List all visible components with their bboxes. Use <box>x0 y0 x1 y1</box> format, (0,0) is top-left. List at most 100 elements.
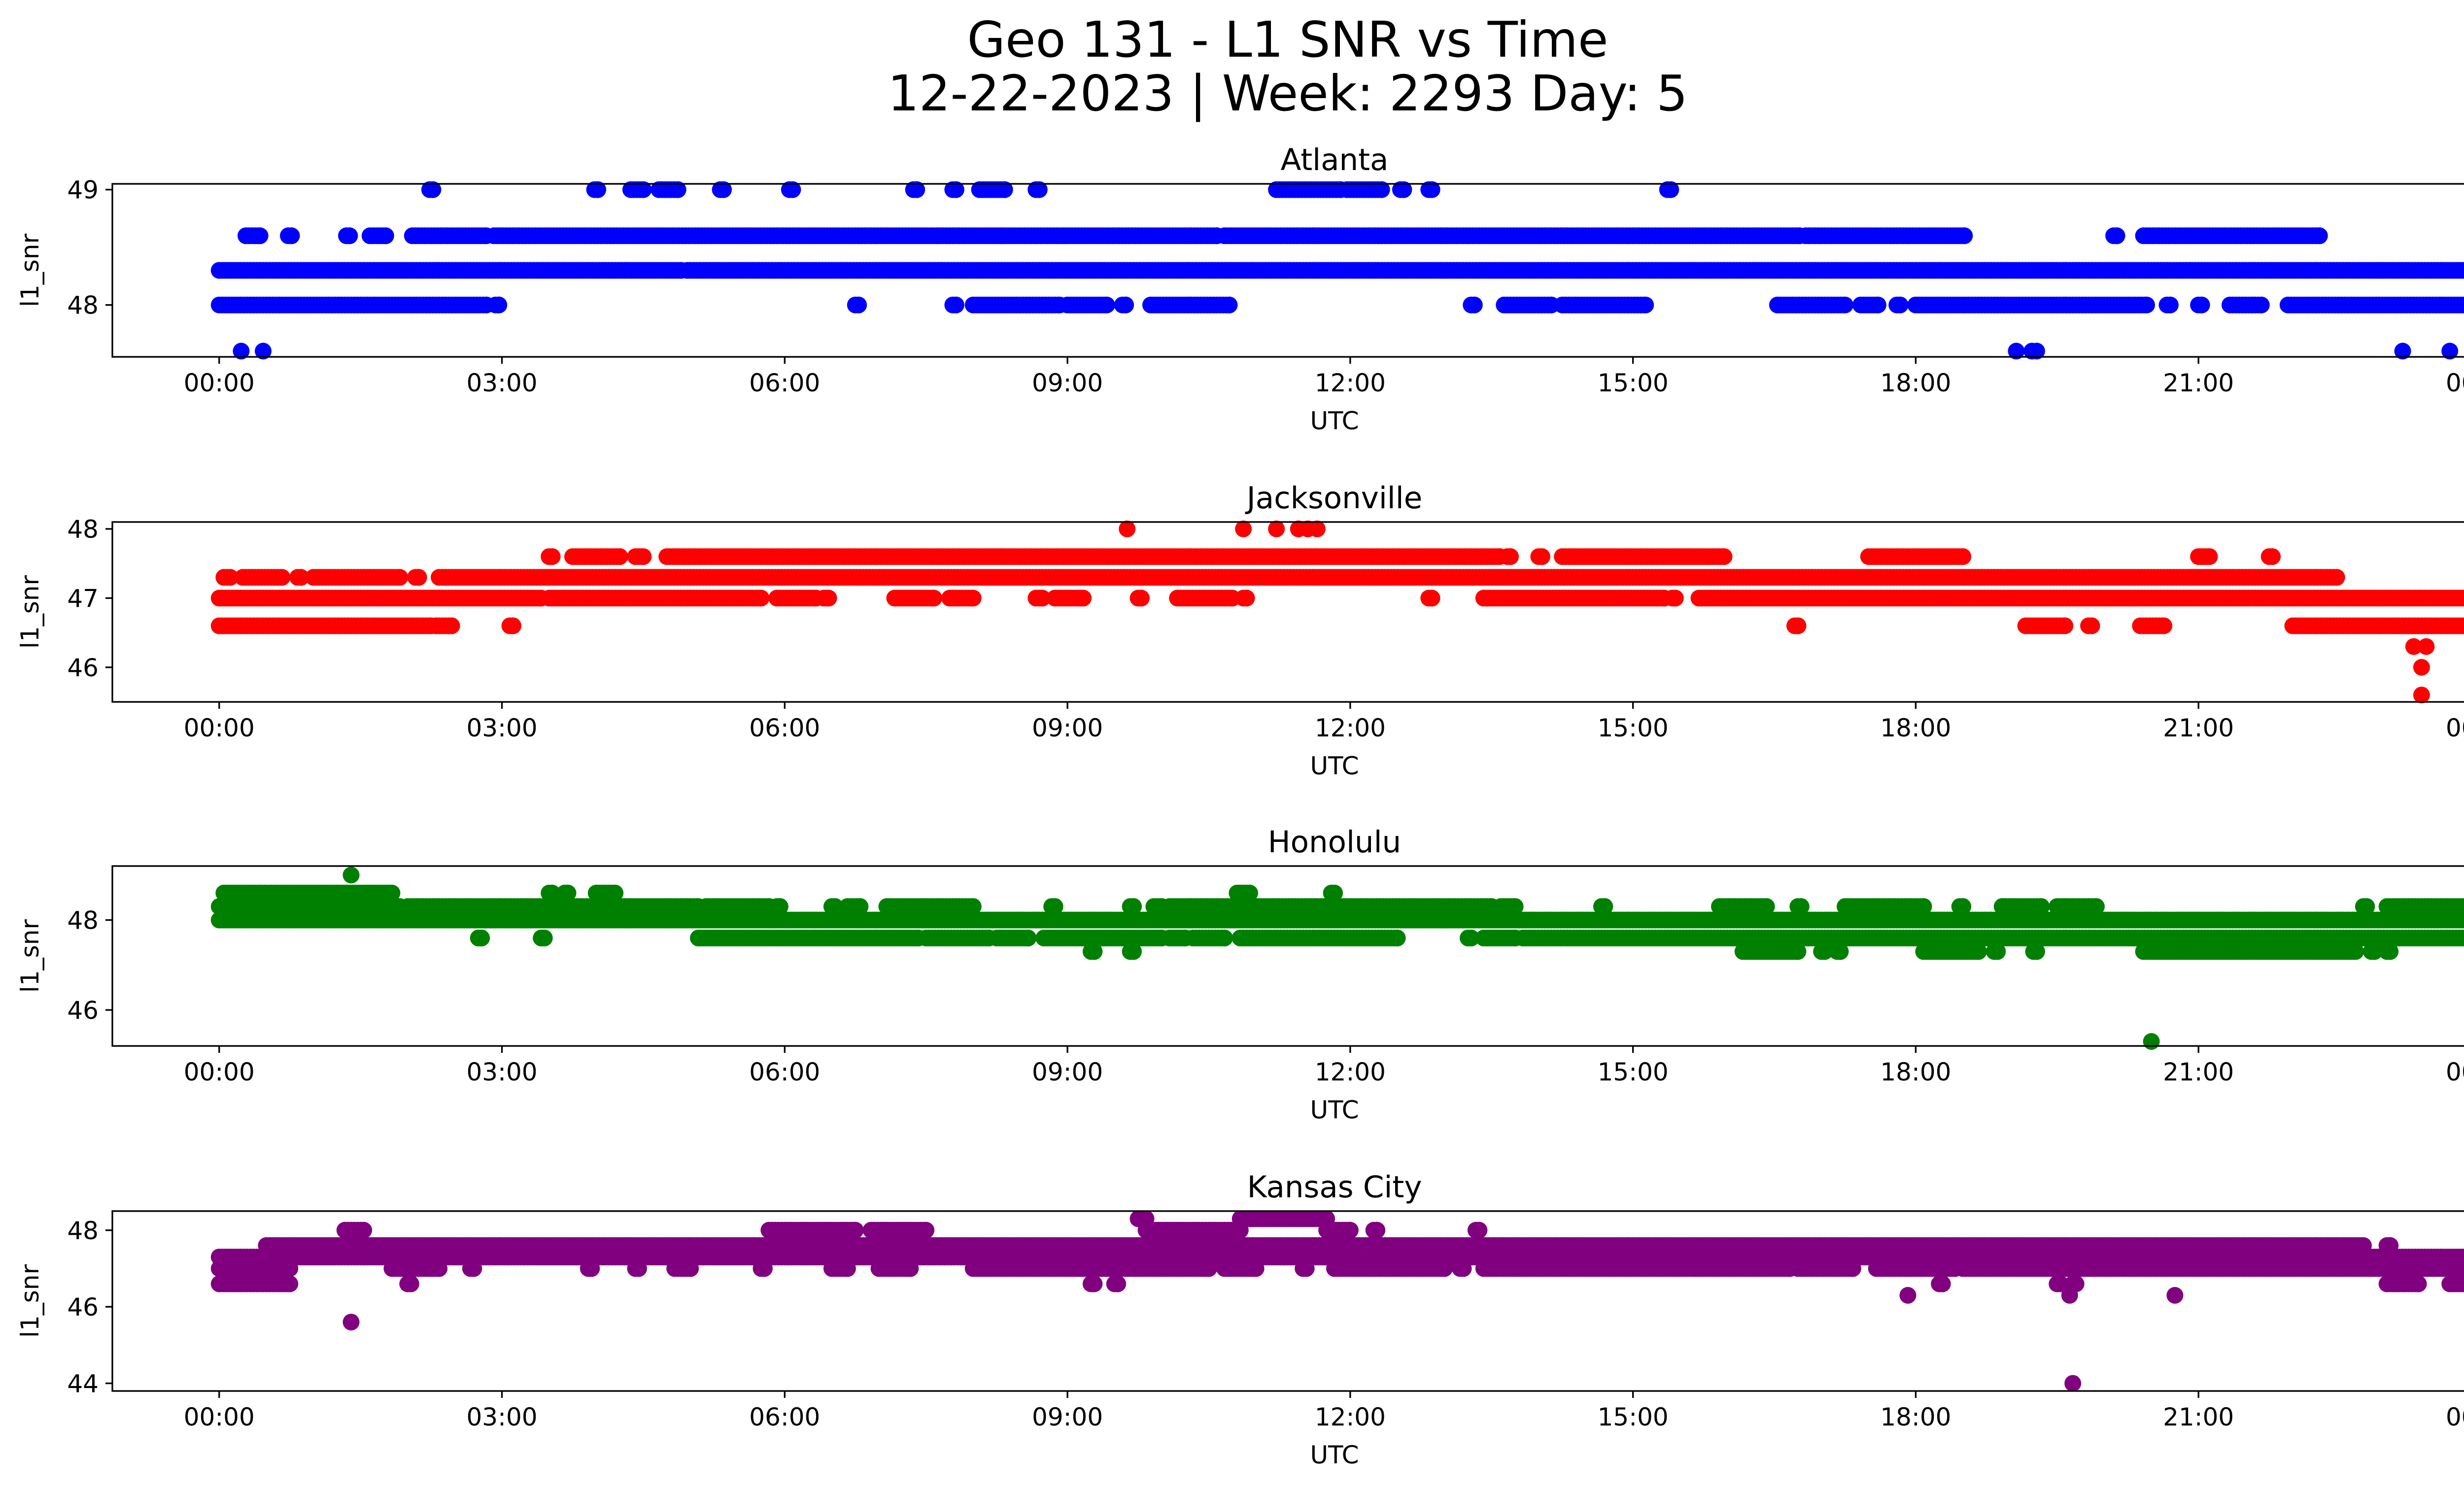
data-point <box>753 590 770 607</box>
x-tick-label: 09:00 <box>1032 369 1103 397</box>
x-axis-label: UTC <box>1310 752 1359 780</box>
data-point <box>1238 590 1255 607</box>
x-tick-label: 15:00 <box>1598 369 1669 397</box>
panel-title: Jacksonville <box>1245 481 1422 516</box>
data-point <box>544 548 561 565</box>
y-axis-label: l1_snr <box>16 575 44 649</box>
data-point <box>443 617 460 634</box>
data-point <box>2108 227 2125 244</box>
data-point <box>2264 548 2281 565</box>
data-point <box>925 590 943 607</box>
data-point <box>1119 521 1136 537</box>
data-point <box>391 569 409 586</box>
data-point <box>2201 548 2218 565</box>
data-point <box>1117 296 1134 313</box>
x-tick-label: 00:00 <box>2446 369 2464 397</box>
data-point <box>410 569 427 586</box>
x-tick-label: 09:00 <box>1032 714 1103 742</box>
y-tick-label: 49 <box>67 176 99 205</box>
x-tick-label: 15:00 <box>1598 714 1669 742</box>
data-point <box>342 867 360 884</box>
x-tick-label: 06:00 <box>749 369 820 397</box>
data-point <box>2138 296 2155 313</box>
data-point <box>1132 590 1150 607</box>
data-point <box>536 930 553 946</box>
data-point <box>964 590 982 607</box>
data-point <box>589 181 606 198</box>
data-point <box>424 181 442 198</box>
data-point <box>715 181 732 198</box>
data-point <box>635 181 652 198</box>
x-tick-label: 12:00 <box>1315 369 1386 397</box>
figure-subtitle: 12-22-2023 | Week: 2293 Day: 5 <box>888 65 1688 122</box>
data-point <box>2156 617 2173 634</box>
data-point <box>2394 343 2411 360</box>
data-point <box>1956 227 1973 244</box>
data-point <box>1395 181 1412 198</box>
data-point <box>947 296 964 313</box>
x-tick-label: 12:00 <box>1315 714 1386 742</box>
x-tick-label: 18:00 <box>1880 369 1951 397</box>
data-points <box>210 181 2464 360</box>
data-point <box>1373 181 1390 198</box>
x-tick-label: 00:00 <box>184 369 255 397</box>
y-tick-label: 48 <box>67 515 99 544</box>
data-point <box>473 930 490 946</box>
data-point <box>490 296 508 313</box>
y-axis-label: l1_snr <box>16 234 44 307</box>
data-point <box>283 227 300 244</box>
data-point <box>784 181 801 198</box>
data-point <box>1637 296 1654 313</box>
data-point <box>1667 590 1684 607</box>
x-tick-label: 21:00 <box>2163 369 2234 397</box>
data-point <box>1268 521 1285 537</box>
data-point <box>1715 548 1733 565</box>
data-point <box>2328 569 2345 586</box>
panel-0: Atlanta 00:00 03:00 06:00 09:00 12:00 15:00 18:… <box>16 142 2464 435</box>
data-point <box>850 296 867 313</box>
data-point <box>2008 343 2025 360</box>
y-tick-label: 46 <box>67 654 99 682</box>
data-point <box>1789 617 1807 634</box>
data-point <box>1423 181 1440 198</box>
x-tick-label: 03:00 <box>466 369 537 397</box>
x-tick-label: 06:00 <box>749 714 820 742</box>
data-point <box>255 343 272 360</box>
data-point <box>1869 296 1886 313</box>
x-tick-label: 18:00 <box>1880 714 1951 742</box>
data-point <box>1662 181 1679 198</box>
data-point <box>377 227 394 244</box>
panel-title: Atlanta <box>1281 142 1389 177</box>
data-point <box>2311 227 2328 244</box>
data-point <box>2418 638 2435 655</box>
data-point <box>504 617 521 634</box>
data-point <box>1466 296 1483 313</box>
data-point <box>1954 548 1972 565</box>
data-point <box>669 181 686 198</box>
x-tick-label: 00:00 <box>2446 714 2464 742</box>
data-point <box>2413 687 2430 703</box>
data-point <box>2413 659 2430 676</box>
x-tick-label: 21:00 <box>2163 714 2234 742</box>
data-point <box>611 548 628 565</box>
data-point <box>341 227 358 244</box>
data-point <box>2253 296 2270 313</box>
data-points <box>210 867 2464 1050</box>
data-point <box>1075 590 1092 607</box>
x-tick-label: 00:00 <box>184 714 255 742</box>
y-tick-label: 47 <box>67 584 99 613</box>
data-point <box>908 181 925 198</box>
data-point <box>233 343 250 360</box>
data-point <box>1030 181 1048 198</box>
data-point <box>2462 299 2464 311</box>
x-axis-label: UTC <box>1310 407 1359 435</box>
data-point <box>1837 296 1853 313</box>
data-point <box>1423 590 1440 607</box>
data-point <box>820 590 837 607</box>
data-point <box>1308 521 1326 537</box>
data-point <box>2161 296 2179 313</box>
data-point <box>996 181 1013 198</box>
data-points <box>210 521 2464 703</box>
data-point <box>947 181 964 198</box>
